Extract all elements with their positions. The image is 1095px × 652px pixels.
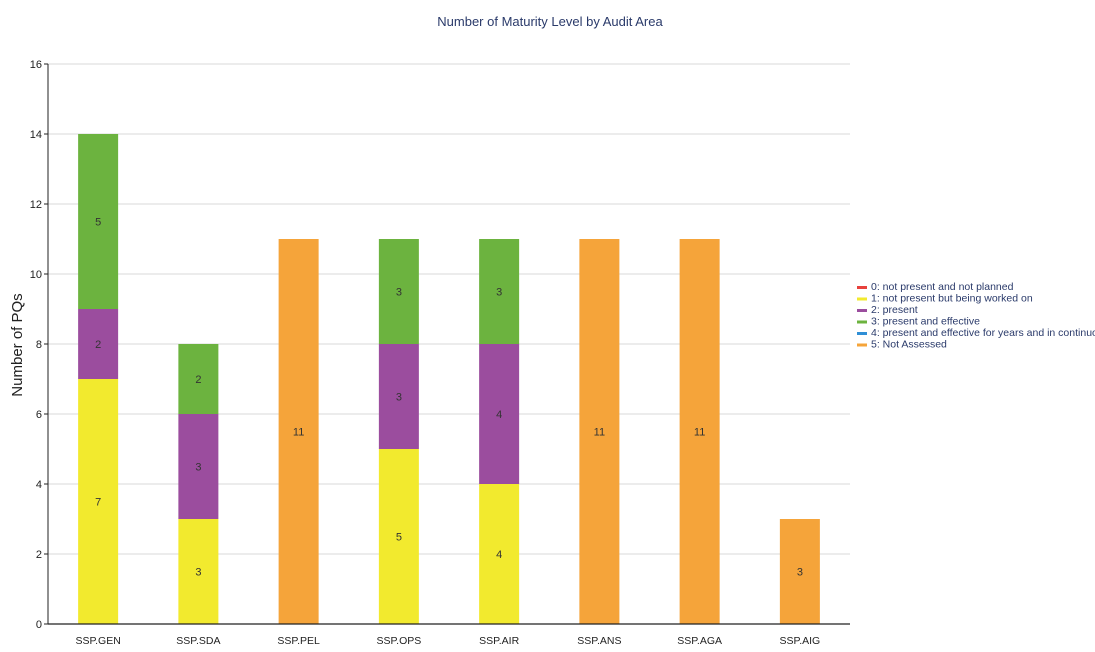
data-label: 4 xyxy=(496,409,502,421)
data-label: 3 xyxy=(396,287,402,299)
bar-segment xyxy=(378,449,419,624)
data-label: 5 xyxy=(396,532,402,544)
legend-label: 2: present xyxy=(871,304,918,316)
y-tick-label: 10 xyxy=(30,269,42,281)
data-label: 5 xyxy=(95,217,101,229)
bar-segment xyxy=(579,239,620,624)
bar-segment xyxy=(479,239,520,344)
data-label: 2 xyxy=(95,339,101,351)
x-tick-label: SSP.AGA xyxy=(677,635,722,647)
chart-title: Number of Maturity Level by Audit Area xyxy=(437,14,663,29)
data-label: 3 xyxy=(195,462,201,474)
legend-label: 4: present and effective for years and i… xyxy=(871,327,1095,339)
data-label: 2 xyxy=(195,374,201,386)
data-label: 3 xyxy=(396,392,402,404)
legend-swatch xyxy=(857,286,867,289)
legend-label: 5: Not Assessed xyxy=(871,339,947,351)
data-label: 3 xyxy=(797,567,803,579)
bar-segment xyxy=(178,519,219,624)
bar-segment xyxy=(78,134,119,309)
y-tick-label: 12 xyxy=(30,199,42,211)
bar-segment xyxy=(178,344,219,414)
gridlines xyxy=(48,63,850,555)
y-tick-label: 14 xyxy=(30,129,42,141)
x-tick-label: SSP.GEN xyxy=(75,635,120,647)
y-tick-label: 2 xyxy=(36,549,42,561)
bar-segment xyxy=(378,239,419,344)
legend-swatch xyxy=(857,309,867,312)
data-labels: 7 2 5 3 3 2 11 5 3 3 4 4 3 11 11 3 xyxy=(95,217,803,579)
x-tick-label: SSP.SDA xyxy=(176,635,220,647)
x-tick-label: SSP.PEL xyxy=(277,635,320,647)
bar-segment xyxy=(178,414,219,519)
data-label: 4 xyxy=(496,549,502,561)
bar-segment xyxy=(378,344,419,449)
legend-swatch xyxy=(857,332,867,335)
legend-swatch xyxy=(857,320,867,324)
bar-segment xyxy=(679,239,720,624)
y-tick-label: 8 xyxy=(36,339,42,351)
bar-segment xyxy=(78,309,119,379)
legend-label: 1: not present but being worked on xyxy=(871,293,1033,305)
bar-segment xyxy=(779,519,820,624)
y-tick-label: 6 xyxy=(36,409,42,421)
data-label: 11 xyxy=(594,427,605,439)
bar-segment xyxy=(479,484,520,624)
y-axis-ticks: 0 2 4 6 8 10 12 14 16 xyxy=(30,59,48,631)
legend-swatch xyxy=(857,297,867,301)
x-tick-label: SSP.AIR xyxy=(479,635,519,647)
legend-swatch xyxy=(857,343,867,347)
x-axis-labels: SSP.GEN SSP.SDA SSP.PEL SSP.OPS SSP.AIR SSP.A… xyxy=(75,635,820,647)
data-label: 11 xyxy=(694,427,705,439)
data-label: 3 xyxy=(195,567,201,579)
data-label: 3 xyxy=(496,287,502,299)
y-tick-label: 0 xyxy=(36,619,42,631)
x-tick-label: SSP.ANS xyxy=(577,635,621,647)
bar-segment xyxy=(479,344,520,484)
x-tick-label: SSP.OPS xyxy=(377,635,422,647)
bar-segment xyxy=(278,239,319,624)
y-tick-label: 16 xyxy=(30,59,42,71)
bar-segment xyxy=(78,379,119,624)
x-tick-label: SSP.AIG xyxy=(780,635,821,647)
bars xyxy=(78,134,820,624)
y-tick-label: 4 xyxy=(36,479,42,491)
legend-label: 3: present and effective xyxy=(871,316,980,328)
legend-label: 0: not present and not planned xyxy=(871,281,1014,293)
data-label: 11 xyxy=(293,427,304,439)
y-axis-label: Number of PQs xyxy=(9,293,26,396)
data-label: 7 xyxy=(95,497,101,509)
